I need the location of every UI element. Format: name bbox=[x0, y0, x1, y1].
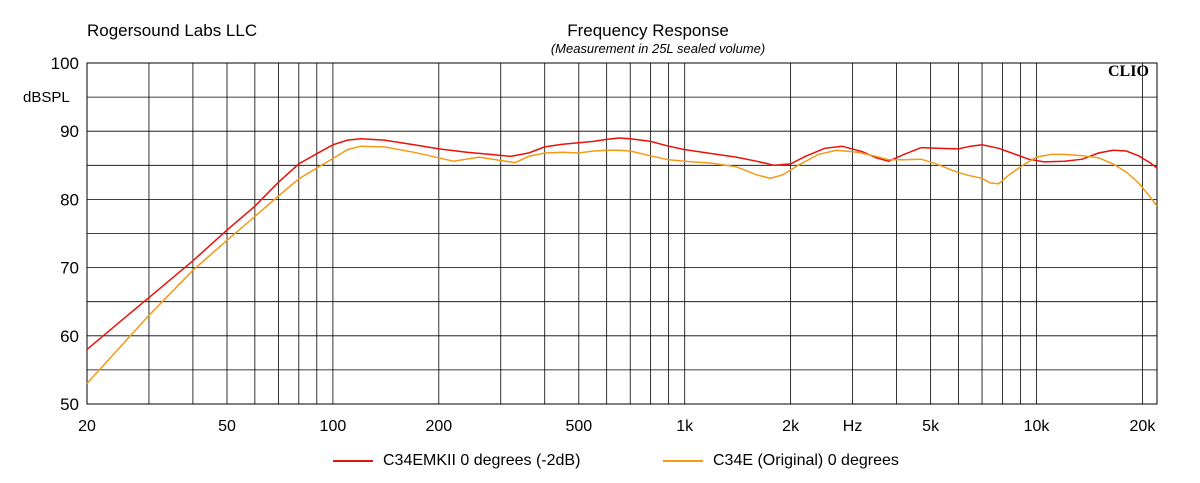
chart-title: Frequency Response bbox=[567, 21, 729, 40]
x-tick-label: 20 bbox=[78, 418, 96, 435]
x-tick-label: 1k bbox=[676, 418, 694, 435]
x-tick-label: 2k bbox=[782, 418, 800, 435]
y-tick-label: 80 bbox=[60, 190, 79, 209]
company-name: Rogersound Labs LLC bbox=[87, 21, 258, 40]
y-tick-label: 50 bbox=[60, 395, 79, 414]
series-layer bbox=[86, 137, 1158, 385]
x-tick-label: 5k bbox=[922, 418, 940, 435]
x-tick-label: 50 bbox=[218, 418, 236, 435]
legend-label-c34emkii: C34EMKII 0 degrees (-2dB) bbox=[383, 452, 581, 469]
y-tick-label: 70 bbox=[60, 259, 79, 278]
series-line-c34e-original bbox=[86, 145, 1158, 385]
clio-brand-label: CLIO bbox=[1108, 63, 1149, 80]
legend-swatch-c34emkii bbox=[333, 460, 373, 462]
x-tick-label: 100 bbox=[320, 418, 347, 435]
plot-frame bbox=[86, 62, 1158, 405]
tick-label-layer: 20 50 100 200 500 1k 2k 5k 10k 20k Hz 100 90 80 70 60 50 bbox=[51, 54, 1157, 435]
y-tick-label: 60 bbox=[60, 327, 79, 346]
legend-item-c34emkii: C34EMKII 0 degrees (-2dB) bbox=[333, 452, 580, 470]
legend-item-c34e-original: C34E (Original) 0 degrees bbox=[663, 452, 899, 470]
legend-label-c34e-original: C34E (Original) 0 degrees bbox=[713, 452, 899, 469]
x-tick-label: 20k bbox=[1130, 418, 1157, 435]
x-tick-label: 10k bbox=[1024, 418, 1051, 435]
chart-subtitle: (Measurement in 25L sealed volume) bbox=[550, 41, 766, 56]
x-tick-label: 200 bbox=[425, 418, 452, 435]
chart-grid bbox=[87, 63, 1157, 404]
y-tick-label: 100 bbox=[51, 54, 79, 73]
x-tick-label: 500 bbox=[565, 418, 592, 435]
series-line-c34emkii bbox=[86, 137, 1158, 350]
legend-swatch-c34e-original bbox=[663, 460, 703, 462]
x-axis-unit-label: Hz bbox=[843, 418, 863, 435]
y-tick-label: 90 bbox=[60, 122, 79, 141]
y-axis-label: dBSPL bbox=[23, 89, 70, 106]
